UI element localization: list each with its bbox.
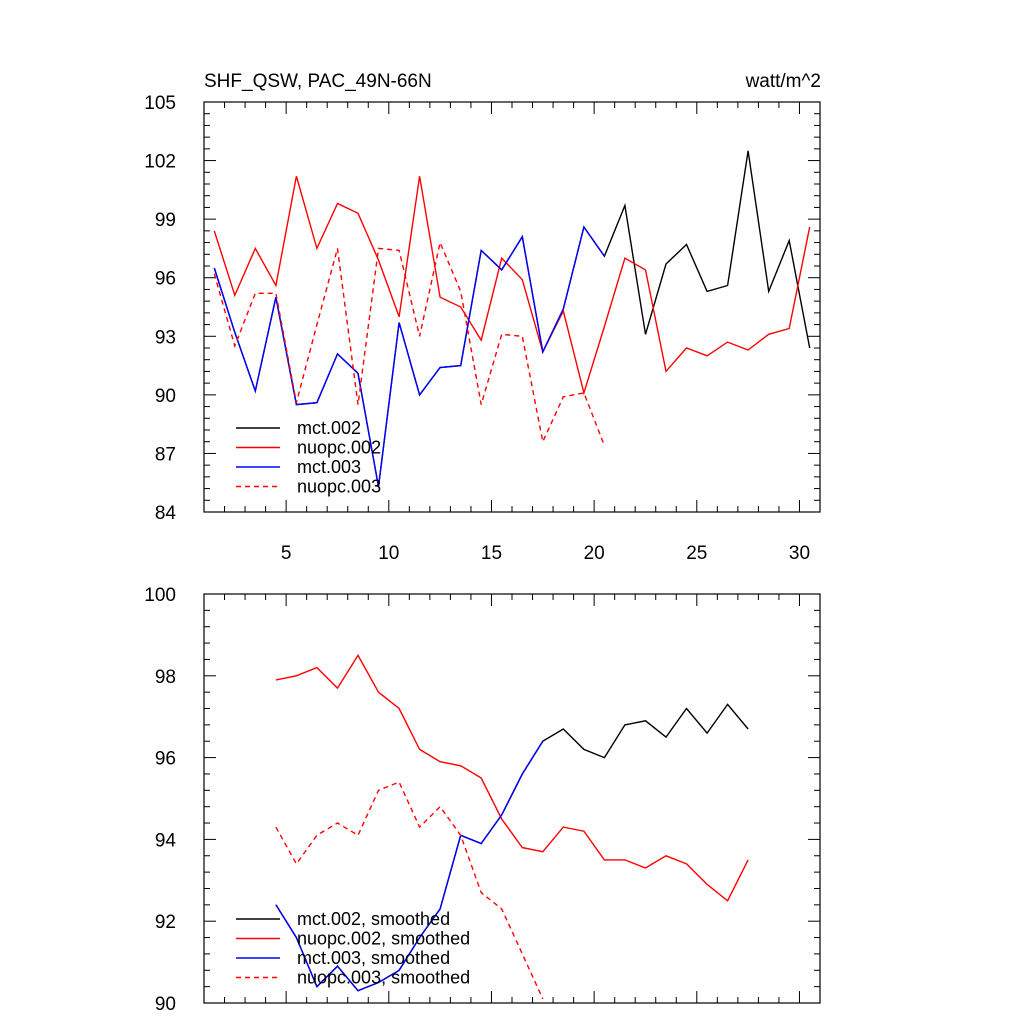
x-tick-label: 25 — [686, 543, 707, 564]
y-tick-label: 93 — [155, 327, 176, 348]
legend-label: mct.002 — [297, 418, 361, 438]
legend-label: nuopc.002, smoothed — [297, 929, 470, 949]
chart-title: SHF_QSW, PAC_49N-66N — [204, 71, 432, 92]
x-tick-label: 5 — [281, 543, 292, 564]
top-panel: SHF_QSW, PAC_49N-66N watt/m^2 84 87 90 93 96… — [144, 71, 821, 564]
y-tick-label: 105 — [144, 93, 176, 114]
legend-label: nuopc.003 — [297, 477, 381, 497]
y-tick-label: 90 — [155, 994, 176, 1015]
legend-label: nuopc.002 — [297, 438, 381, 458]
y-tick-label: 98 — [155, 667, 176, 688]
bottom-panel: 90 92 94 96 98 100 mct.002, smoothednuopc.002,… — [144, 585, 821, 1015]
y-tick-label: 96 — [155, 749, 176, 770]
y-tick-label: 102 — [144, 152, 176, 173]
legend-label: mct.003, smoothed — [297, 948, 450, 968]
x-tick-label: 10 — [378, 543, 399, 564]
series-line-nuopc-003 — [213, 240, 606, 446]
legend-label: mct.003 — [297, 457, 361, 477]
y-tick-label: 96 — [155, 269, 176, 290]
x-tick-label: 20 — [584, 543, 605, 564]
y-tick-label: 99 — [155, 210, 176, 231]
x-tick-label: 30 — [789, 543, 810, 564]
legend-label: mct.002, smoothed — [297, 909, 450, 929]
legend-label: nuopc.003, smoothed — [297, 968, 470, 988]
chart-units: watt/m^2 — [745, 71, 821, 92]
y-tick-label: 90 — [155, 386, 176, 407]
series-line-nuopc-003-smoothed — [275, 781, 544, 1000]
y-tick-label: 100 — [144, 585, 176, 606]
series-line-mct-003-smoothed — [275, 740, 544, 992]
series-line-nuopc-002-smoothed — [275, 654, 749, 902]
series-line-nuopc-002 — [213, 176, 811, 396]
y-tick-label: 87 — [155, 444, 176, 465]
y-tick-label: 92 — [155, 912, 176, 933]
y-tick-label: 94 — [155, 830, 177, 851]
x-tick-label: 15 — [481, 543, 502, 564]
y-tick-label: 84 — [155, 503, 177, 524]
